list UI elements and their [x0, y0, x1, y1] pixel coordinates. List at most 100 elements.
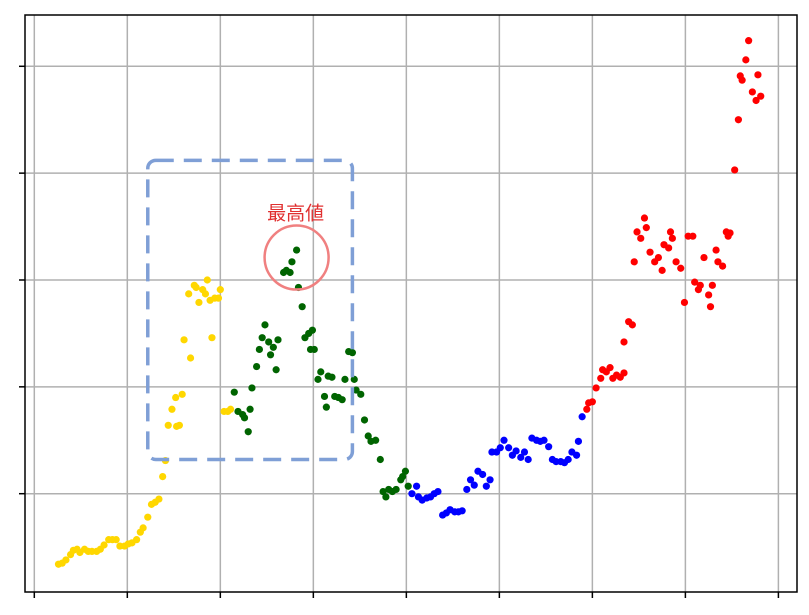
data-point	[255, 345, 263, 354]
data-point	[748, 88, 756, 96]
data-point	[261, 321, 269, 329]
data-point	[322, 403, 330, 411]
data-point	[399, 473, 407, 481]
data-point	[572, 451, 581, 459]
data-point	[412, 482, 421, 490]
data-point	[338, 396, 346, 404]
data-point	[404, 482, 412, 490]
data-point	[754, 71, 762, 79]
data-point	[726, 229, 734, 237]
data-point	[564, 455, 572, 464]
data-point	[691, 278, 699, 286]
data-point	[738, 76, 746, 84]
axes	[19, 14, 798, 598]
plot-frame	[24, 14, 798, 593]
data-point	[168, 405, 176, 413]
data-point	[689, 232, 697, 240]
data-point	[482, 482, 490, 490]
data-point	[274, 336, 282, 344]
data-point	[164, 421, 172, 429]
data-point	[272, 366, 280, 374]
data-point	[642, 224, 650, 232]
data-point	[214, 294, 223, 302]
data-point	[192, 283, 200, 292]
data-point	[500, 436, 508, 444]
data-point	[172, 393, 180, 402]
data-point	[376, 455, 384, 464]
data-point	[372, 436, 380, 444]
data-point	[588, 398, 596, 406]
data-point	[320, 392, 329, 401]
data-point	[159, 473, 167, 481]
data-point	[328, 373, 336, 381]
data-point	[742, 56, 750, 64]
data-point	[668, 234, 676, 242]
data-point	[731, 166, 739, 174]
data-point	[486, 476, 494, 484]
data-point	[545, 443, 553, 451]
peak-label: 最高値	[267, 203, 324, 225]
data-point	[185, 290, 193, 298]
data-point	[292, 246, 301, 254]
data-point	[597, 374, 605, 382]
data-point	[100, 541, 108, 549]
data-point	[186, 354, 195, 362]
data-point	[628, 321, 636, 329]
data-point	[178, 390, 186, 398]
data-point	[175, 421, 183, 429]
peak-circle	[263, 224, 330, 291]
data-point	[640, 214, 649, 222]
data-point	[630, 258, 638, 266]
data-point	[479, 470, 487, 479]
data-point	[253, 362, 261, 371]
data-point	[583, 405, 591, 413]
data-point	[265, 338, 273, 346]
data-point	[646, 248, 654, 256]
data-point	[155, 495, 163, 503]
data-point	[133, 536, 141, 544]
data-point	[620, 338, 628, 346]
highlight-box	[146, 158, 355, 462]
data-point	[466, 476, 475, 484]
data-point	[463, 485, 471, 494]
data-point	[578, 413, 586, 421]
data-point	[540, 436, 548, 444]
data-point	[352, 386, 360, 394]
data-point	[606, 364, 614, 372]
data-point	[666, 228, 675, 236]
data-point	[633, 228, 641, 236]
data-point	[401, 467, 410, 475]
data-point	[208, 334, 216, 342]
data-point	[144, 513, 152, 521]
data-point	[298, 303, 306, 311]
data-point	[708, 281, 716, 289]
data-point	[180, 336, 188, 344]
data-point	[246, 405, 254, 413]
data-point	[240, 414, 249, 422]
data-point	[470, 481, 478, 489]
data-point	[203, 276, 211, 284]
data-point	[314, 375, 322, 383]
data-point	[757, 92, 765, 100]
data-point	[714, 258, 722, 266]
data-point	[434, 487, 442, 496]
data-point	[458, 507, 466, 515]
data-point	[734, 116, 743, 124]
annotations: 最高値	[146, 158, 355, 462]
data-point	[512, 447, 520, 455]
data-point	[637, 234, 645, 242]
data-point	[382, 493, 390, 501]
data-point	[408, 490, 416, 498]
data-point	[517, 453, 525, 461]
data-point	[620, 369, 628, 377]
data-point	[696, 281, 704, 289]
data-point	[317, 368, 325, 376]
data-point	[658, 266, 666, 274]
data-point	[341, 375, 349, 383]
data-point	[496, 444, 504, 452]
data-point	[266, 351, 275, 359]
data-point	[520, 448, 529, 456]
data-point	[360, 416, 369, 424]
data-point	[364, 432, 372, 440]
data-point	[574, 437, 583, 445]
